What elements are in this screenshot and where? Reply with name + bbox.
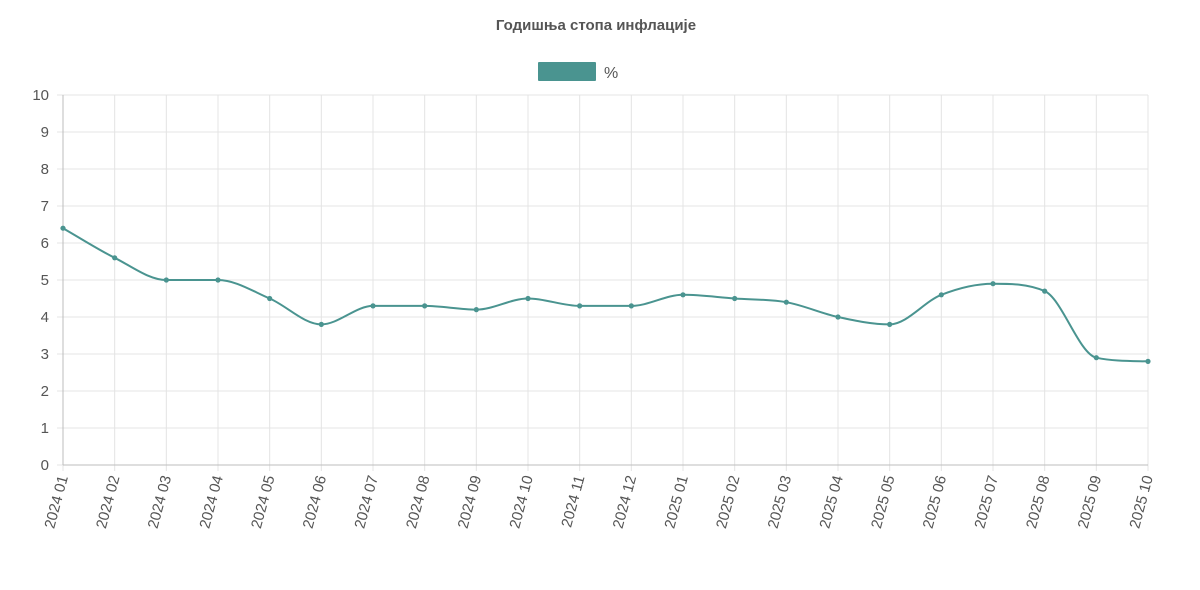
- data-point[interactable]: [990, 281, 996, 287]
- y-tick-label: 0: [41, 457, 49, 474]
- y-tick-label: 4: [41, 309, 49, 326]
- y-tick-label: 10: [32, 87, 49, 104]
- y-tick-label: 1: [41, 420, 49, 437]
- data-point[interactable]: [525, 295, 531, 302]
- x-tick-label: 2025 10: [1126, 474, 1156, 531]
- x-axis-ticks: 2024 01 2024 02 2024 03 2024 04 2024 05 2024 …: [41, 474, 1156, 531]
- x-tick-label: 2025 09: [1075, 474, 1105, 531]
- data-point[interactable]: [783, 299, 789, 305]
- x-tick-label: 2025 05: [868, 474, 898, 531]
- x-tick-label: 2024 02: [93, 474, 123, 531]
- y-tick-label: 8: [41, 161, 49, 178]
- data-point[interactable]: [112, 255, 118, 261]
- data-point[interactable]: [887, 321, 893, 327]
- legend-swatch: [538, 62, 596, 81]
- legend[interactable]: %: [538, 62, 618, 82]
- y-tick-label: 9: [41, 124, 49, 141]
- data-point[interactable]: [628, 303, 634, 309]
- axes: [62, 95, 1148, 466]
- data-point[interactable]: [938, 292, 944, 298]
- x-tick-label: 2024 06: [300, 474, 330, 531]
- data-point[interactable]: [267, 295, 273, 302]
- x-tick-label: 2024 08: [403, 474, 433, 531]
- series-line: [62, 227, 1149, 363]
- data-point[interactable]: [577, 303, 583, 309]
- x-tick-label: 2025 01: [661, 474, 691, 531]
- x-tick-label: 2024 04: [196, 474, 226, 531]
- data-point[interactable]: [680, 292, 686, 298]
- y-axis-ticks: 0 1 2 3 4 5 6 7 8 9 10: [32, 87, 49, 474]
- x-tick-label: 2025 08: [1023, 474, 1053, 531]
- data-point[interactable]: [732, 295, 738, 302]
- x-tick-label: 2024 11: [558, 474, 588, 530]
- x-tick-label: 2025 04: [816, 474, 846, 531]
- x-tick-label: 2025 02: [713, 474, 743, 531]
- data-point[interactable]: [422, 303, 428, 309]
- y-tick-label: 5: [41, 272, 49, 289]
- x-tick-label: 2024 12: [610, 474, 640, 531]
- data-point[interactable]: [163, 277, 169, 283]
- x-tick-label: 2024 05: [248, 474, 278, 531]
- x-tick-label: 2025 07: [971, 474, 1001, 531]
- grid: [57, 94, 1149, 471]
- data-point[interactable]: [473, 307, 479, 313]
- x-tick-label: 2025 03: [765, 474, 795, 531]
- x-tick-label: 2024 07: [351, 474, 381, 531]
- y-tick-label: 6: [41, 235, 49, 252]
- data-point[interactable]: [1145, 358, 1151, 364]
- data-point[interactable]: [215, 277, 221, 283]
- data-point[interactable]: [370, 303, 376, 309]
- y-tick-label: 2: [41, 383, 49, 400]
- data-point[interactable]: [318, 321, 324, 327]
- x-tick-label: 2024 03: [145, 474, 175, 531]
- x-tick-label: 2024 01: [41, 474, 71, 531]
- x-tick-label: 2024 10: [506, 474, 536, 531]
- series-group: [60, 225, 1151, 364]
- data-point[interactable]: [835, 314, 841, 320]
- x-tick-label: 2024 09: [455, 474, 485, 531]
- data-point[interactable]: [1093, 355, 1099, 361]
- x-tick-label: 2025 06: [920, 474, 950, 531]
- data-point[interactable]: [60, 225, 66, 231]
- y-tick-label: 3: [41, 346, 49, 363]
- legend-label: %: [604, 65, 618, 82]
- chart-title: Годишња стопа инфлације: [496, 17, 696, 34]
- data-point[interactable]: [1042, 288, 1048, 294]
- y-tick-label: 7: [41, 198, 49, 215]
